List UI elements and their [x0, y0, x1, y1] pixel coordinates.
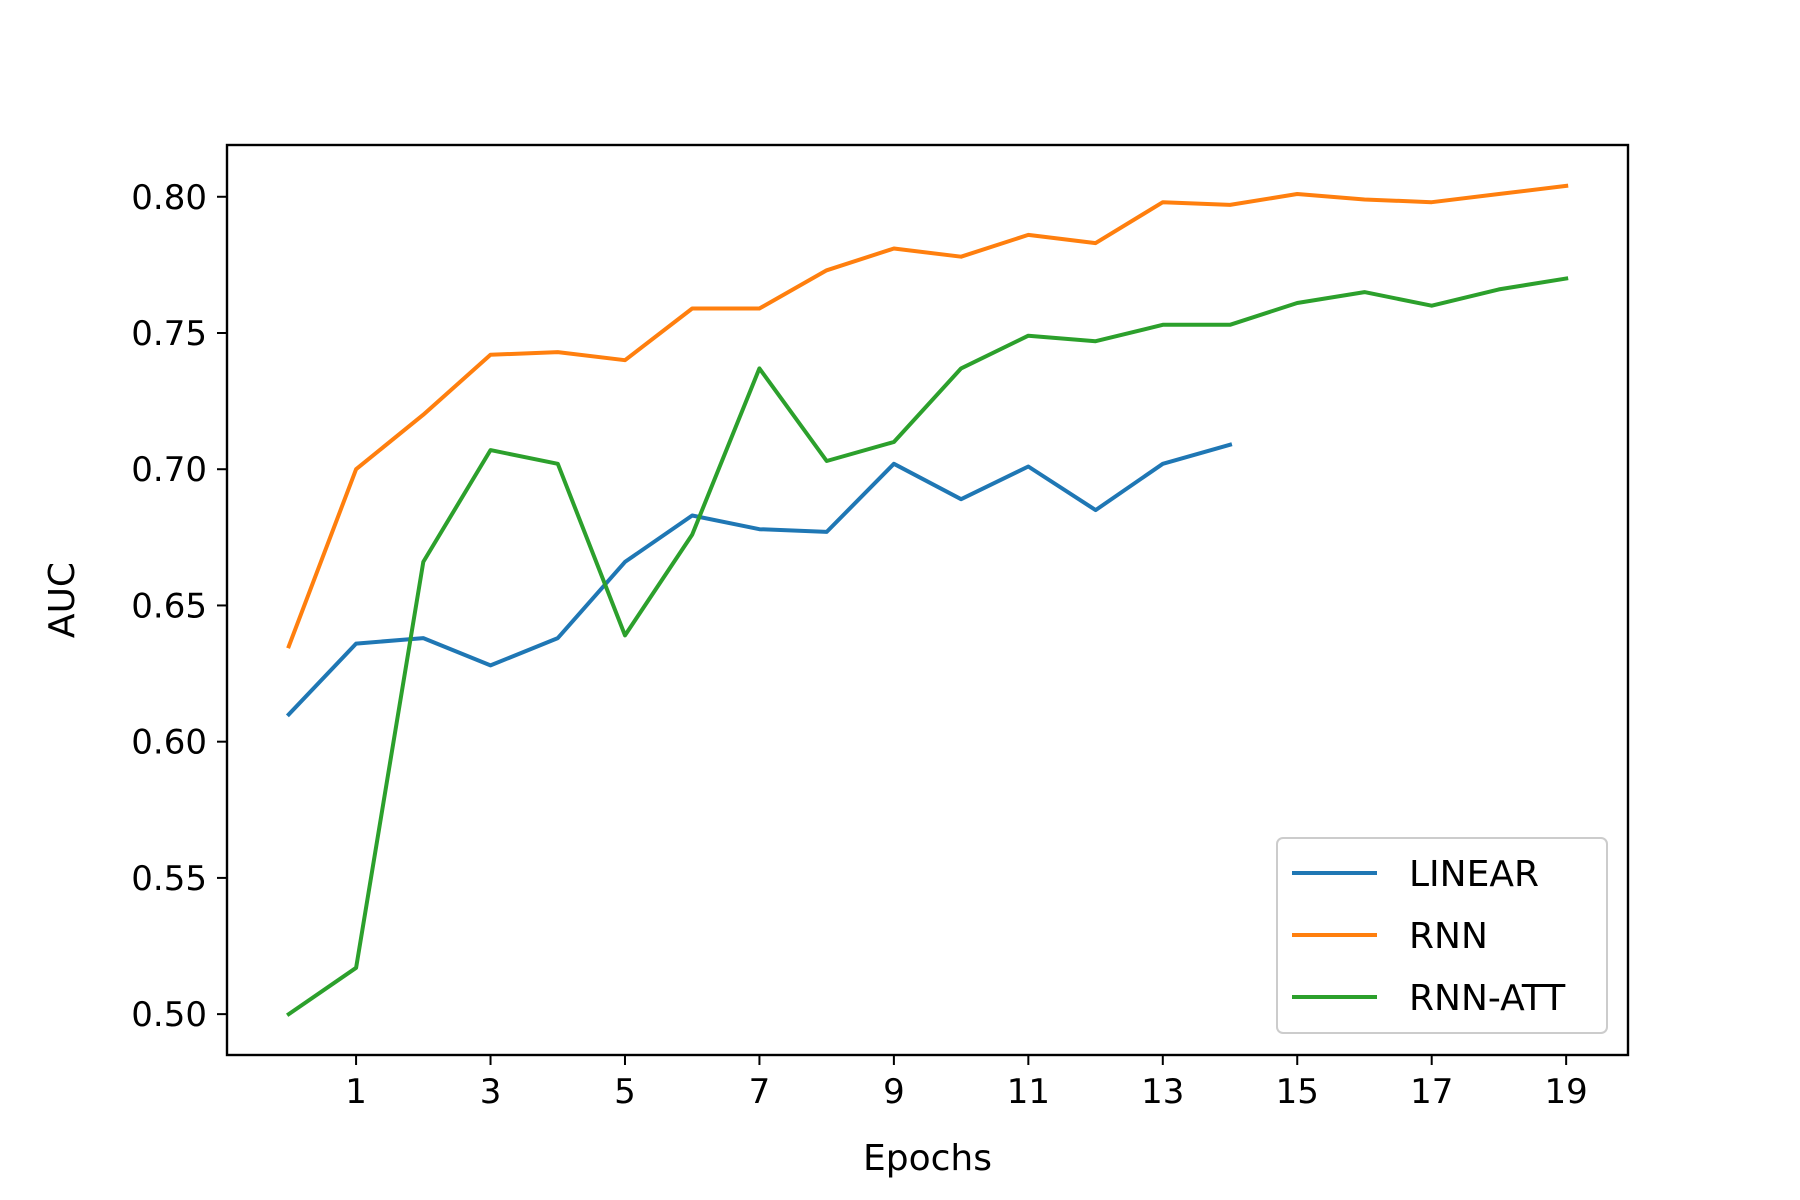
x-tick-label: 7: [749, 1072, 771, 1112]
x-tick-label: 3: [480, 1072, 502, 1112]
x-tick-label: 11: [1007, 1072, 1050, 1112]
plot-frame: [225, 143, 1630, 1057]
series-line-rnn: [286, 183, 1569, 649]
x-axis-label: Epochs: [863, 1138, 992, 1179]
legend-box: [1276, 837, 1608, 1034]
legend-label: RNN-ATT: [1409, 978, 1566, 1019]
y-tick-label: 0.60: [131, 723, 207, 763]
y-tick-label: 0.70: [131, 450, 207, 490]
y-tick-label: 0.65: [131, 586, 207, 626]
y-tick-label: 0.50: [131, 995, 207, 1035]
legend-label: LINEAR: [1409, 854, 1539, 895]
x-tick-label: 17: [1410, 1072, 1453, 1112]
x-tick-label: 13: [1141, 1072, 1184, 1112]
legend: LINEAR RNN RNN-ATT: [1276, 837, 1608, 1034]
series-line-linear: [285, 442, 1233, 718]
y-axis-label: AUC: [42, 562, 83, 638]
x-tick-label: 5: [614, 1072, 636, 1112]
y-tick-label: 0.55: [131, 859, 207, 899]
series-layer: [285, 183, 1569, 1017]
series-line-rnn-att: [286, 276, 1569, 1017]
x-tick-label: 15: [1276, 1072, 1319, 1112]
y-tick-label: 0.75: [131, 314, 207, 354]
y-axis-ticks: 0.50 0.55 0.60 0.65 0.70 0.75 0.80: [131, 178, 227, 1035]
x-tick-label: 9: [883, 1072, 905, 1112]
x-tick-label: 19: [1545, 1072, 1588, 1112]
legend-label: RNN: [1409, 916, 1488, 957]
y-tick-label: 0.80: [131, 178, 207, 218]
x-axis-ticks: 1 3 5 7 9 11 13 15 17 19: [345, 1055, 1588, 1112]
x-tick-label: 1: [345, 1072, 367, 1112]
